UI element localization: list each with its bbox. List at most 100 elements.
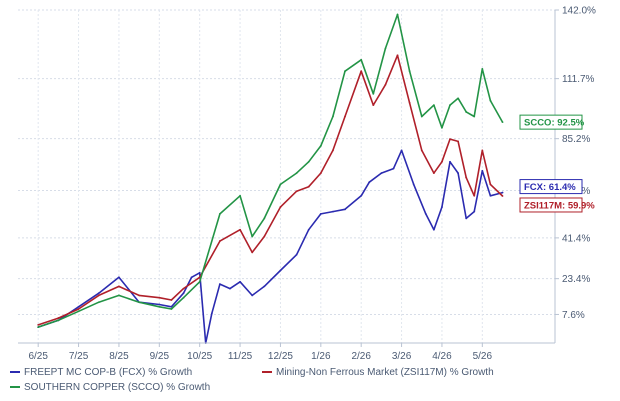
data-point bbox=[218, 283, 221, 286]
x-tick-label: 11/25 bbox=[228, 351, 253, 362]
data-point bbox=[457, 172, 459, 175]
data-point bbox=[432, 228, 435, 231]
data-point bbox=[344, 70, 346, 73]
data-point bbox=[97, 294, 100, 297]
data-point bbox=[229, 287, 231, 290]
x-tick-label: 3/26 bbox=[392, 351, 412, 362]
data-point bbox=[420, 115, 423, 118]
data-point bbox=[158, 303, 161, 306]
data-point bbox=[344, 115, 346, 118]
data-point bbox=[465, 176, 468, 179]
data-point bbox=[344, 208, 346, 211]
data-point bbox=[332, 210, 334, 213]
data-point bbox=[449, 138, 451, 141]
data-point bbox=[396, 54, 399, 57]
end-label-box bbox=[519, 114, 583, 130]
x-tick-label: 10/25 bbox=[187, 351, 212, 362]
data-point bbox=[190, 276, 193, 279]
x-tick-label: 8/25 bbox=[109, 351, 129, 362]
data-point bbox=[37, 326, 40, 329]
data-point bbox=[158, 296, 161, 299]
data-point bbox=[198, 280, 201, 283]
data-point bbox=[77, 308, 80, 310]
data-point bbox=[319, 212, 322, 215]
data-point bbox=[449, 104, 451, 107]
data-point bbox=[118, 276, 120, 279]
series-points-2 bbox=[37, 13, 504, 329]
data-point bbox=[218, 212, 221, 215]
end-value-labels: FCX: 61.4% ZSI117M: 59.9% SCCO: 92.5% bbox=[519, 114, 595, 213]
data-point bbox=[97, 301, 100, 304]
data-point bbox=[432, 104, 435, 107]
x-tick-label: 12/25 bbox=[268, 351, 293, 362]
data-point bbox=[279, 206, 282, 208]
data-point bbox=[97, 292, 100, 295]
data-point bbox=[360, 194, 363, 197]
data-point bbox=[473, 210, 476, 213]
series-points-1 bbox=[37, 54, 504, 326]
y-tick-label: 23.4% bbox=[562, 274, 590, 285]
end-label-text: SCCO: 92.5% bbox=[524, 118, 585, 129]
data-point bbox=[307, 160, 310, 163]
data-point bbox=[489, 99, 492, 102]
legend-label: SOUTHERN COPPER (SCCO) % Growth bbox=[24, 382, 210, 393]
legend-item-1: Mining-Non Ferrous Market (ZSI117M) % Gr… bbox=[262, 367, 494, 378]
data-point bbox=[295, 253, 298, 256]
data-point bbox=[489, 183, 492, 186]
data-point bbox=[457, 97, 459, 100]
data-point bbox=[380, 172, 383, 175]
data-point bbox=[400, 149, 403, 152]
y-axis-ticks: 7.6%23.4%41.4%62.3%85.2%111.7%142.0% bbox=[555, 6, 596, 321]
data-point bbox=[251, 294, 254, 297]
end-label-0: FCX: 61.4% bbox=[519, 179, 583, 195]
series-line-0 bbox=[37, 149, 503, 344]
y-tick-label: 7.6% bbox=[562, 310, 585, 321]
end-label-box bbox=[519, 197, 583, 213]
data-point bbox=[279, 183, 282, 186]
data-point bbox=[481, 169, 484, 172]
data-point bbox=[239, 280, 241, 283]
data-point bbox=[384, 47, 387, 50]
data-point bbox=[392, 167, 395, 170]
data-point bbox=[501, 121, 504, 124]
data-point bbox=[384, 83, 387, 86]
data-point bbox=[501, 195, 504, 197]
y-tick-label: 41.4% bbox=[562, 233, 590, 244]
data-point bbox=[239, 228, 241, 231]
y-tick-label: 85.2% bbox=[562, 134, 590, 145]
data-point bbox=[473, 115, 476, 118]
end-label-text: ZSI117M: 59.9% bbox=[524, 200, 595, 211]
end-label-1: ZSI117M: 59.9% bbox=[519, 197, 595, 213]
data-point bbox=[118, 294, 120, 297]
x-tick-label: 4/26 bbox=[432, 351, 452, 362]
data-point bbox=[170, 299, 173, 301]
data-point bbox=[441, 206, 443, 208]
data-point bbox=[372, 92, 375, 95]
data-point bbox=[138, 301, 141, 304]
data-point bbox=[138, 294, 141, 297]
data-point bbox=[412, 183, 415, 186]
data-point bbox=[218, 240, 221, 242]
data-point bbox=[263, 217, 266, 220]
x-tick-label: 9/25 bbox=[150, 351, 170, 362]
x-tick-label: 2/26 bbox=[351, 351, 371, 362]
data-point bbox=[332, 149, 334, 152]
data-point bbox=[295, 172, 298, 175]
data-point bbox=[263, 235, 266, 238]
x-axis-ticks: 6/25 7/25 8/25 9/25 10/25 11/25 12/25 1/26 2/26 3… bbox=[28, 343, 492, 362]
data-point bbox=[473, 194, 476, 197]
data-point bbox=[408, 101, 411, 104]
legend: FREEPT MC COP-B (FCX) % Growth Mining-Non… bbox=[10, 367, 494, 393]
legend-item-2: SOUTHERN COPPER (SCCO) % Growth bbox=[10, 382, 210, 393]
x-tick-label: 6/25 bbox=[28, 351, 48, 362]
end-label-box bbox=[519, 179, 583, 195]
data-point bbox=[420, 149, 423, 152]
data-point bbox=[432, 172, 435, 175]
data-point bbox=[158, 305, 161, 308]
data-point bbox=[465, 111, 468, 113]
data-point bbox=[319, 145, 322, 147]
data-point bbox=[332, 115, 334, 118]
end-label-text: FCX: 61.4% bbox=[524, 182, 576, 193]
data-point bbox=[307, 185, 310, 188]
